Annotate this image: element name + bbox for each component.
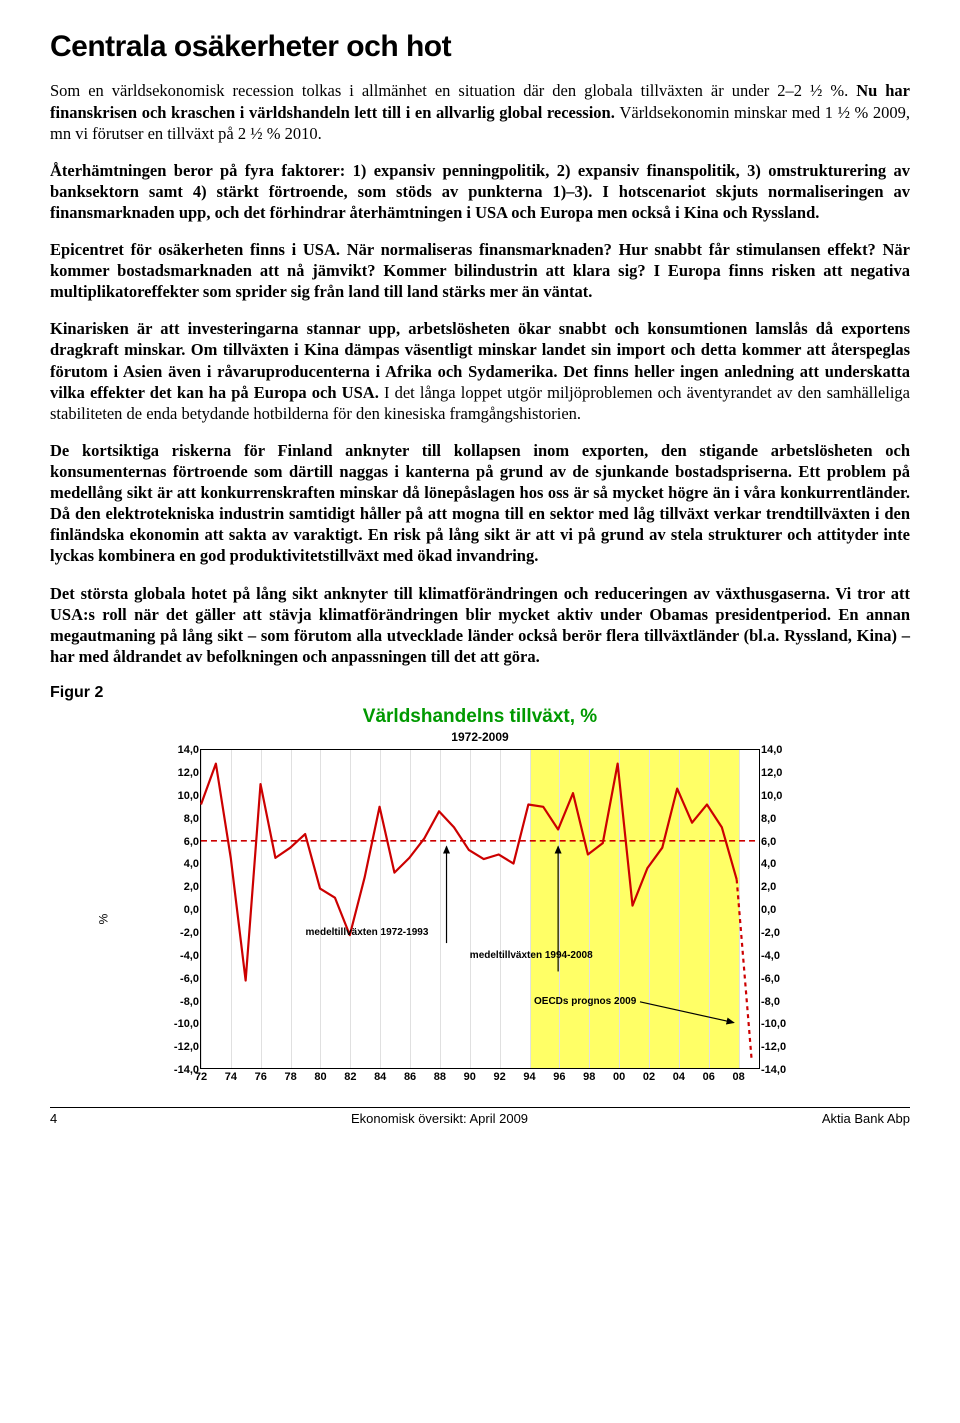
chart-annotation-text: medeltillväxten 1994-2008 [470,950,593,963]
footer-center: Ekonomisk översikt: April 2009 [351,1111,528,1128]
y-axis-label: % [96,914,111,925]
y-tick-label-right: -4,0 [761,949,799,963]
y-tick-label-left: 14,0 [161,743,199,757]
chart-container: Världshandelns tillväxt, % 1972-2009 % -… [160,705,800,1089]
x-tick-label: 90 [464,1070,476,1084]
y-tick-label-right: 2,0 [761,880,799,894]
x-tick-label: 84 [374,1070,386,1084]
footer-page-number: 4 [50,1111,57,1128]
y-tick-label-left: -8,0 [161,995,199,1009]
page-footer: 4 Ekonomisk översikt: April 2009 Aktia B… [50,1107,910,1128]
chart-plot-area: % -14,0-14,0-12,0-12,0-10,0-10,0-8,0-8,0… [160,749,800,1089]
chart-title: Världshandelns tillväxt, % [160,705,800,729]
x-tick-label: 72 [195,1070,207,1084]
x-tick-label: 80 [314,1070,326,1084]
paragraph: Återhämtningen beror på fyra faktorer: 1… [50,160,910,223]
y-tick-label-right: -14,0 [761,1063,799,1077]
y-tick-label-right: 14,0 [761,743,799,757]
y-tick-label-left: 10,0 [161,789,199,803]
y-tick-label-right: 8,0 [761,812,799,826]
y-tick-label-right: 4,0 [761,857,799,871]
y-tick-label-right: -2,0 [761,926,799,940]
page-title: Centrala osäkerheter och hot [50,28,910,66]
chart-annotation-text: medeltillväxten 1972-1993 [306,927,429,940]
y-tick-label-left: 2,0 [161,880,199,894]
x-tick-label: 76 [255,1070,267,1084]
paragraph: Kinarisken är att investeringarna stanna… [50,318,910,424]
y-tick-label-right: -6,0 [761,972,799,986]
x-tick-label: 08 [732,1070,744,1084]
y-tick-label-left: -6,0 [161,972,199,986]
y-tick-label-left: 6,0 [161,835,199,849]
x-tick-label: 88 [434,1070,446,1084]
y-tick-label-left: 4,0 [161,857,199,871]
chart-annotation-arrow [640,1002,734,1023]
y-tick-label-left: -14,0 [161,1063,199,1077]
chart-svg [201,750,759,1068]
y-tick-label-right: 12,0 [761,766,799,780]
paragraph: Som en världsekonomisk recession tolkas … [50,80,910,143]
x-tick-label: 82 [344,1070,356,1084]
y-tick-label-left: -4,0 [161,949,199,963]
document-page: Centrala osäkerheter och hot Som en värl… [0,0,960,1138]
y-tick-label-left: 8,0 [161,812,199,826]
x-tick-label: 02 [643,1070,655,1084]
x-tick-label: 94 [523,1070,535,1084]
paragraph: Epicentret för osäkerheten finns i USA. … [50,239,910,302]
y-tick-label-left: -10,0 [161,1017,199,1031]
x-tick-label: 00 [613,1070,625,1084]
y-tick-label-right: -10,0 [761,1017,799,1031]
figure-label: Figur 2 [50,683,910,703]
chart-subtitle: 1972-2009 [160,730,800,745]
x-tick-label: 86 [404,1070,416,1084]
y-tick-label-right: -8,0 [761,995,799,1009]
y-tick-label-right: 10,0 [761,789,799,803]
chart-annotation-text: OECDs prognos 2009 [534,996,636,1009]
y-tick-label-left: -2,0 [161,926,199,940]
paragraph: De kortsiktiga riskerna för Finland ankn… [50,440,910,567]
x-tick-label: 78 [284,1070,296,1084]
footer-right: Aktia Bank Abp [822,1111,910,1128]
y-tick-label-right: 0,0 [761,903,799,917]
y-tick-label-left: 12,0 [161,766,199,780]
y-tick-label-right: 6,0 [761,835,799,849]
paragraph: Det största globala hotet på lång sikt a… [50,583,910,667]
x-tick-label: 04 [673,1070,685,1084]
x-tick-label: 96 [553,1070,565,1084]
chart-forecast-line [737,880,752,1059]
x-tick-label: 98 [583,1070,595,1084]
y-tick-label-right: -12,0 [761,1040,799,1054]
chart-plot-box: -14,0-14,0-12,0-12,0-10,0-10,0-8,0-8,0-6… [200,749,760,1069]
x-tick-label: 06 [703,1070,715,1084]
x-tick-label: 92 [494,1070,506,1084]
x-tick-label: 74 [225,1070,237,1084]
chart-series-line [201,764,737,981]
y-tick-label-left: -12,0 [161,1040,199,1054]
y-tick-label-left: 0,0 [161,903,199,917]
body-paragraphs: Som en världsekonomisk recession tolkas … [50,80,910,667]
